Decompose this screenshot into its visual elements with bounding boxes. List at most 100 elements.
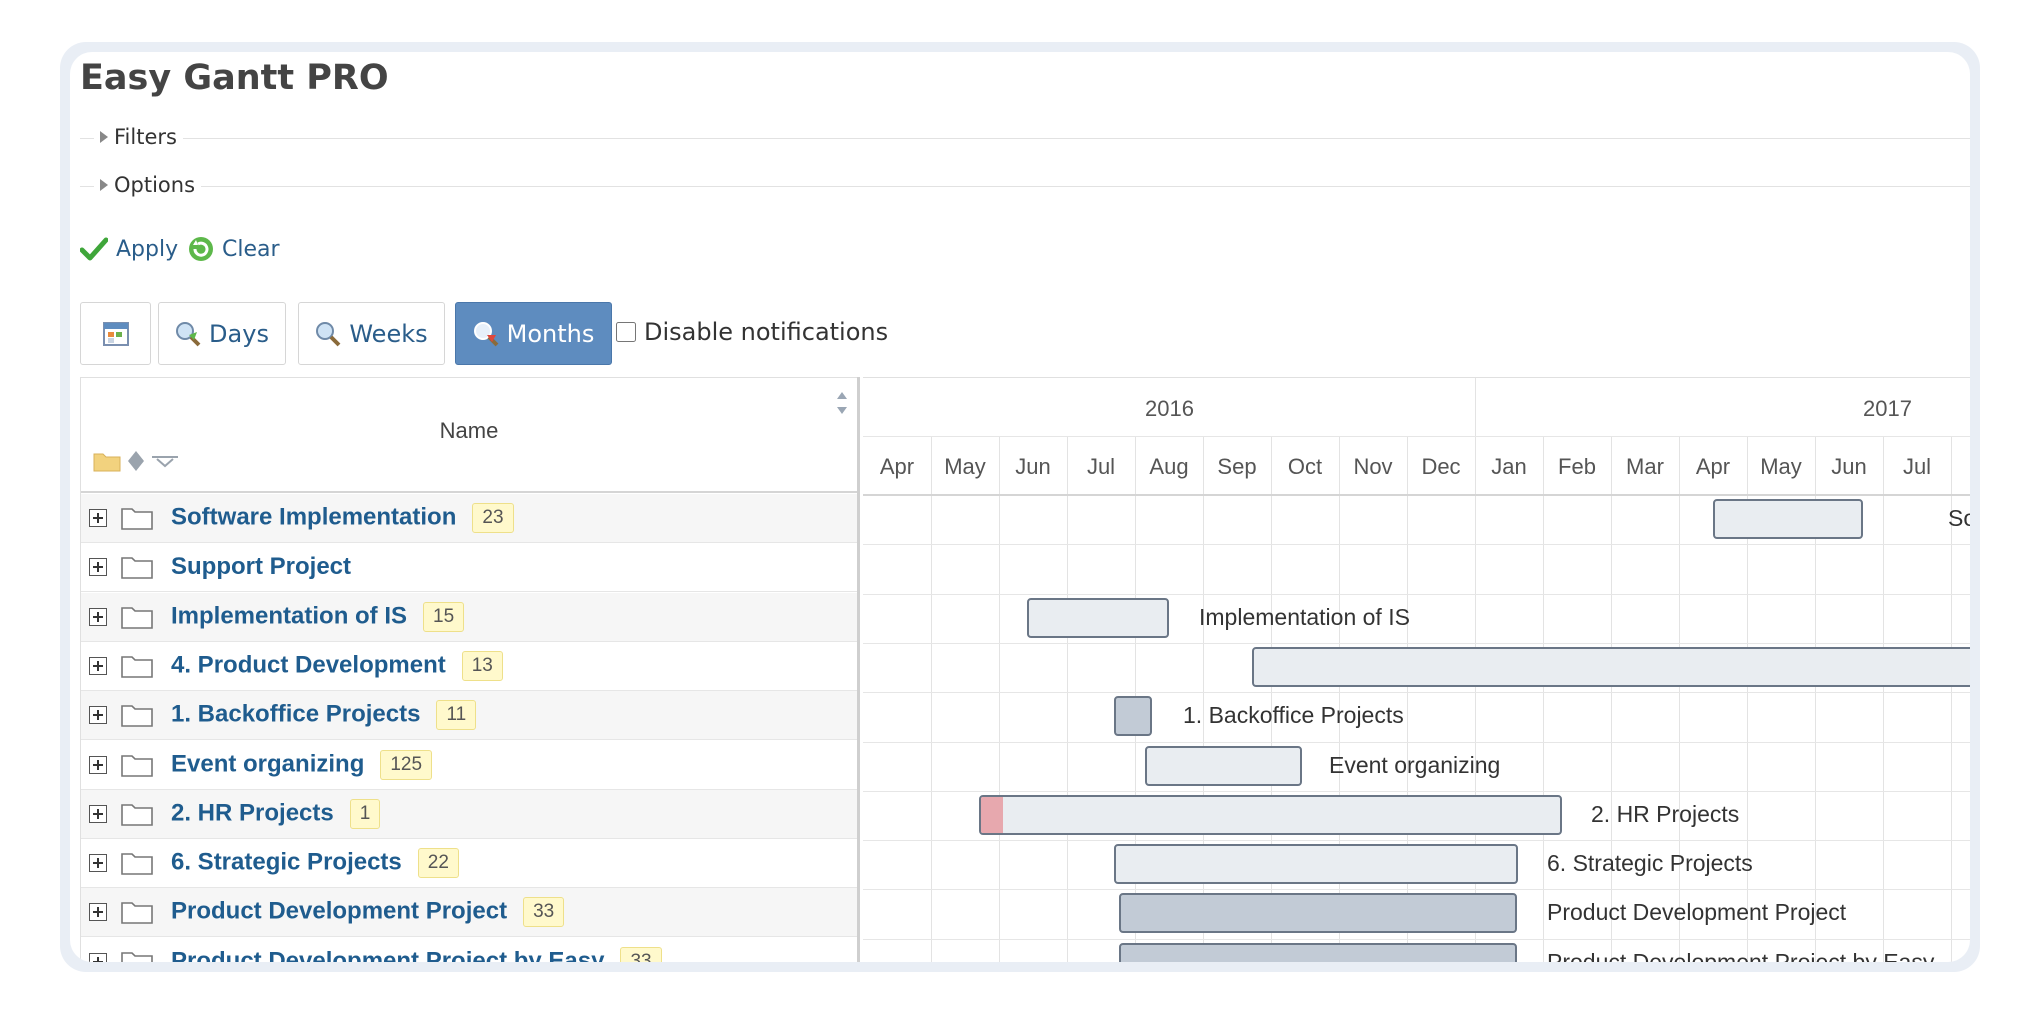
expand-icon[interactable]: [89, 607, 107, 626]
expand-icon[interactable]: [89, 656, 107, 675]
project-name[interactable]: 1. Backoffice Projects: [171, 700, 421, 728]
project-name[interactable]: Event organizing: [171, 749, 365, 777]
gantt-bar[interactable]: [1252, 646, 1970, 687]
project-name[interactable]: 6. Strategic Projects: [171, 848, 402, 876]
folder-icon: [121, 606, 153, 629]
months-label: Months: [506, 319, 595, 348]
month-label: May: [1760, 454, 1802, 479]
expand-icon[interactable]: [89, 755, 107, 774]
project-name-link[interactable]: 2. HR Projects 1: [171, 798, 381, 829]
month-label: Oct: [1287, 454, 1323, 479]
month-gridline: [1815, 436, 1816, 962]
table-row: Support Project: [81, 543, 857, 593]
gantt-bar[interactable]: [1119, 893, 1517, 934]
gantt-bar[interactable]: [1027, 597, 1169, 638]
month-label: Mar: [1626, 454, 1664, 479]
expand-icon[interactable]: [89, 558, 107, 577]
gantt-bar[interactable]: [1119, 942, 1517, 962]
clear-button[interactable]: Clear: [188, 236, 280, 262]
project-name[interactable]: 2. HR Projects: [171, 799, 334, 827]
project-name-link[interactable]: Software Implementation 23: [171, 503, 514, 533]
folder-icon[interactable]: [93, 450, 121, 472]
project-name-link[interactable]: Product Development Project 33: [171, 897, 565, 928]
expand-icon[interactable]: [89, 706, 107, 725]
weeks-label: Weeks: [349, 319, 428, 348]
gantt-bar[interactable]: [1114, 844, 1518, 885]
project-name-link[interactable]: 4. Product Development 13: [171, 650, 503, 681]
expand-icon[interactable]: [89, 804, 107, 823]
month-gridline: [1883, 436, 1884, 962]
expand-icon[interactable]: [89, 952, 107, 962]
issue-count-badge: 13: [461, 650, 503, 681]
project-name[interactable]: Support Project: [171, 553, 352, 581]
gantt-bar[interactable]: [1145, 745, 1302, 786]
issue-count-badge: 11: [436, 700, 477, 731]
diamond-icon[interactable]: [127, 450, 145, 472]
month-gridline: [1271, 436, 1272, 962]
project-name-link[interactable]: Support Project: [171, 553, 351, 581]
month-label: Nov: [1353, 454, 1393, 479]
issue-count-badge: 33: [523, 897, 565, 928]
checkmark-icon: [80, 237, 108, 261]
table-row: Product Development Project by Easy 33: [81, 938, 857, 962]
gantt-bar-label: 1. Backoffice Projects: [1183, 702, 1404, 729]
project-name[interactable]: Product Development Project: [171, 897, 508, 925]
month-label: Apr: [879, 454, 915, 479]
filter-arrow-icon[interactable]: [151, 454, 179, 468]
header-divider: [863, 494, 1970, 496]
filters-toggle[interactable]: Filters: [94, 125, 183, 149]
row-gridline: [863, 889, 1970, 891]
project-name[interactable]: Implementation of IS: [171, 601, 408, 629]
month-label: Apr: [1695, 454, 1731, 479]
project-name-link[interactable]: Event organizing 125: [171, 749, 433, 780]
sort-icon[interactable]: [835, 390, 849, 416]
table-row: Event organizing 125: [81, 741, 857, 790]
project-name[interactable]: 4. Product Development: [171, 651, 446, 679]
month-gridline: [1067, 436, 1068, 962]
options-label: Options: [114, 173, 196, 197]
project-name-link[interactable]: Product Development Project by Easy 33: [171, 946, 662, 962]
project-name-link[interactable]: Implementation of IS 15: [171, 601, 465, 632]
gantt-bar[interactable]: [979, 794, 1562, 835]
folder-icon: [121, 853, 153, 875]
disable-notifications-toggle[interactable]: Disable notifications: [616, 318, 888, 346]
calendar-button[interactable]: [80, 302, 151, 365]
table-row: Product Development Project 33: [81, 888, 857, 938]
issue-count-badge: 1: [349, 798, 381, 829]
days-zoom-button[interactable]: Days: [158, 302, 286, 365]
folder-icon: [121, 902, 153, 925]
month-gridline: [1679, 436, 1680, 962]
month-gridline: [999, 436, 1000, 962]
project-name[interactable]: Product Development Project by Easy: [171, 947, 605, 962]
project-name-link[interactable]: 1. Backoffice Projects 11: [171, 700, 477, 731]
month-label: A: [1951, 454, 1970, 480]
table-row: 6. Strategic Projects 22: [81, 839, 857, 889]
options-toggle[interactable]: Options: [94, 173, 202, 197]
year-divider: [1475, 378, 1476, 436]
apply-label: Apply: [116, 236, 179, 262]
month-gridline: [1611, 436, 1612, 962]
issue-count-badge: 22: [417, 848, 459, 879]
gantt-bar[interactable]: [1713, 499, 1863, 539]
zoom-icon: [316, 321, 341, 346]
expand-icon[interactable]: [89, 509, 107, 527]
folder-icon: [121, 754, 153, 777]
gantt-bar[interactable]: [1114, 696, 1152, 737]
project-name-link[interactable]: 6. Strategic Projects 22: [171, 848, 459, 879]
apply-button[interactable]: Apply: [80, 236, 178, 262]
expand-icon[interactable]: [89, 854, 107, 873]
folder-icon: [121, 656, 153, 678]
name-column-header[interactable]: Name: [439, 418, 499, 443]
row-gridline: [863, 642, 1970, 644]
row-gridline: [863, 840, 1970, 842]
issue-count-badge: 125: [380, 749, 433, 780]
month-label: Jul: [1086, 454, 1116, 479]
triangle-right-icon: [100, 131, 108, 143]
gantt-bar-label: Implementation of IS: [1199, 603, 1410, 630]
month-gridline: [1951, 436, 1952, 962]
weeks-zoom-button[interactable]: Weeks: [298, 302, 445, 365]
project-name[interactable]: Software Implementation: [171, 503, 457, 531]
expand-icon[interactable]: [89, 903, 107, 922]
months-zoom-button[interactable]: Months: [455, 302, 612, 365]
disable-notifications-checkbox[interactable]: [616, 322, 636, 342]
